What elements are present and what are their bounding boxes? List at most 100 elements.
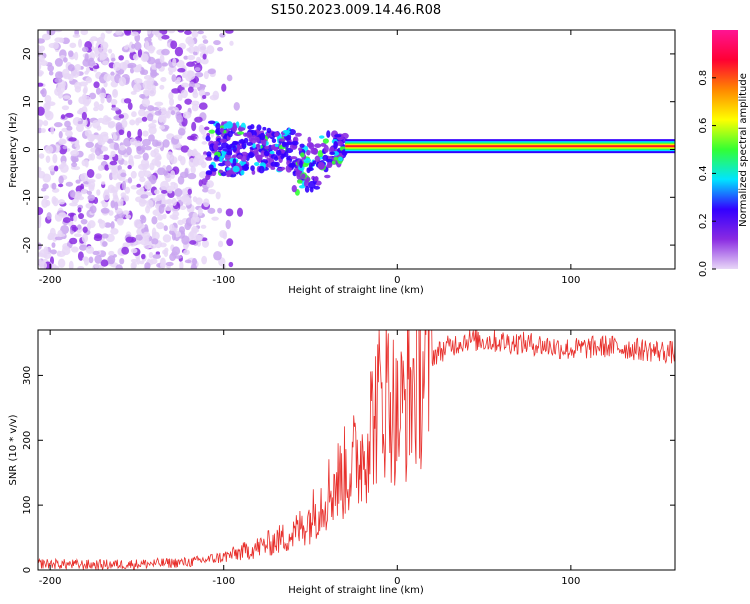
spectrogram-blob (90, 205, 97, 214)
spectrogram-blob (171, 74, 177, 83)
spectrogram-blob (74, 142, 80, 148)
spectrogram-blob (171, 88, 181, 94)
spectrogram-blob (206, 180, 214, 188)
spectrogram-blob (308, 162, 313, 170)
spectrogram-blob (97, 140, 105, 146)
spectrogram-blob (269, 150, 275, 155)
spectrogram-blob (208, 129, 216, 134)
spectrogram-blob (110, 150, 116, 158)
spectrogram-blob (57, 90, 63, 99)
spectrogram-blob (141, 69, 149, 76)
spectrogram-blob (139, 176, 146, 183)
spectrogram-blob (46, 212, 52, 220)
spectrogram-blob (93, 81, 100, 89)
spectrogram-blob (51, 182, 57, 190)
spectrogram-blob (227, 130, 233, 138)
spectrogram-blob (141, 253, 146, 260)
spectrogram-blob (61, 245, 71, 256)
y-tick-label: 200 (22, 431, 33, 450)
spectrogram-blob (144, 262, 151, 269)
y-tick-label: -20 (22, 237, 33, 253)
spectrogram-blob (187, 38, 195, 47)
spectrogram-blob (274, 132, 278, 137)
spectrogram-blob (283, 129, 291, 134)
spectrogram-blob (176, 195, 182, 200)
spectrogram-blob (191, 100, 200, 106)
spectrogram-blob (202, 188, 209, 193)
spectrogram-blob (323, 144, 329, 153)
spectrogram-blob (322, 138, 329, 144)
spectrogram-blob (73, 214, 78, 222)
spectrogram-blob (156, 160, 162, 166)
spectrogram-blob (331, 160, 336, 165)
spectrogram-blob (53, 165, 59, 172)
spectrogram-blob (100, 207, 110, 214)
spectrogram-blob (209, 94, 219, 101)
spectrogram-blob (112, 88, 119, 98)
spectrogram-blob (162, 234, 172, 243)
spectrogram-blob (171, 246, 181, 256)
spectrogram-blob (205, 156, 213, 161)
spectrogram-blob (126, 146, 132, 156)
spectrogram-blob (62, 217, 71, 224)
spectrogram-blob (198, 102, 208, 110)
spectrogram-blob (174, 255, 183, 259)
x-tick-label: -100 (212, 275, 235, 286)
spectrogram-blob (104, 222, 112, 228)
spectrogram-blob (58, 175, 64, 184)
spectrogram-blob (38, 55, 45, 62)
spectrogram-blob (113, 142, 120, 151)
spectrogram-blob (288, 128, 296, 136)
spectrogram-blob (106, 94, 112, 103)
spectrogram-blob (256, 154, 263, 163)
spectrogram-blob (142, 152, 149, 161)
spectrogram-blob (241, 164, 250, 171)
spectrogram-blob (187, 70, 196, 80)
spectrogram-blob (184, 30, 192, 35)
spectrogram-blob (151, 139, 159, 147)
spectrogram-blob (64, 120, 71, 128)
y-tick-label: -10 (22, 189, 33, 205)
spectrogram-blob (136, 183, 142, 188)
spectrogram-blob (142, 231, 151, 239)
spectrogram-blob (86, 190, 93, 195)
spectrogram-blob (43, 102, 51, 111)
spectrogram-blob (232, 158, 237, 166)
spectrogram-blob (90, 153, 96, 161)
spectrogram-blob (119, 144, 126, 151)
spectrogram-blob (102, 191, 110, 201)
spectrogram-blob (112, 189, 118, 199)
spectrogram-blob (171, 216, 179, 221)
spectrogram-blob (312, 147, 319, 155)
spectrogram-blob (74, 51, 79, 61)
spectrogram-blob (298, 185, 306, 189)
spectrogram-blob (190, 150, 199, 157)
spectrogram-blob (236, 131, 245, 135)
spectrogram-blob (161, 48, 170, 56)
spectrogram-blob (205, 174, 211, 181)
spectrogram-blob (159, 242, 167, 248)
spectrogram-blob (191, 121, 197, 132)
spectrogram-blob (54, 77, 63, 83)
spectrogram-blob (94, 233, 103, 239)
spectrogram-blob (274, 143, 279, 148)
spectrogram-blob (248, 151, 254, 159)
spectrogram-blob (300, 173, 306, 180)
spectrogram-blob (120, 192, 127, 198)
spectrogram-blob (202, 53, 207, 60)
spectrogram-blob (176, 114, 184, 124)
spectrogram-blob (87, 194, 96, 202)
spectrogram-blob (118, 114, 125, 119)
spectrogram-blob (204, 91, 211, 96)
spectrogram-blob (197, 43, 207, 53)
spectrogram-blob (38, 70, 44, 76)
spectrogram-blob (110, 71, 115, 77)
spectrogram-blob (118, 76, 127, 87)
spectrogram-band (345, 145, 675, 147)
spectrogram-blob (226, 238, 234, 247)
snr-y-ticks: 0 100 200 300 (22, 366, 675, 573)
spectrogram-blob (336, 140, 344, 147)
spectrogram-blob (285, 141, 293, 146)
spectrogram-blob (148, 174, 157, 185)
